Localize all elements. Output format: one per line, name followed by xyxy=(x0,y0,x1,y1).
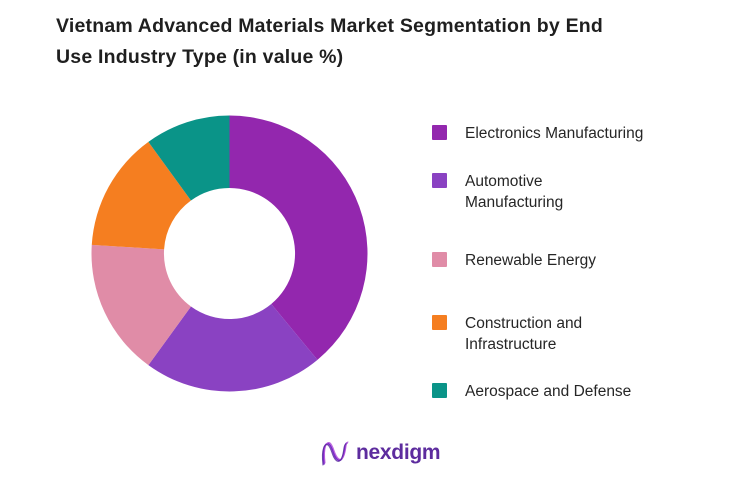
legend-label: Renewable Energy xyxy=(465,252,596,269)
legend-item-automotive-manufacturing: Automotive Manufacturing xyxy=(432,171,563,213)
legend-swatch-icon xyxy=(432,125,447,140)
donut-svg xyxy=(91,115,368,392)
legend-item-aerospace-and-defense: Aerospace and Defense xyxy=(432,381,631,402)
legend-swatch-icon xyxy=(432,252,447,267)
brand-footer: nexdigm xyxy=(319,436,441,470)
donut-segment-construction-and-infrastructure xyxy=(91,141,191,250)
legend-label: Electronics Manufacturing xyxy=(465,125,644,142)
legend-swatch-icon xyxy=(432,173,447,188)
legend-item-construction-and-infrastructure: Construction and Infrastructure xyxy=(432,313,582,355)
legend: Electronics Manufacturing Automotive Manu… xyxy=(432,0,722,478)
brand-wordmark: nexdigm xyxy=(356,441,441,464)
donut-segment-renewable-energy xyxy=(91,244,191,366)
chart-title: Vietnam Advanced Materials Market Segmen… xyxy=(56,15,604,68)
donut-segment-electronics-manufacturing xyxy=(229,115,368,360)
legend-swatch-icon xyxy=(432,315,447,330)
donut-segment-aerospace-and-defense xyxy=(148,115,230,201)
legend-item-renewable-energy: Renewable Energy xyxy=(432,250,596,271)
nexdigm-wave-n-icon xyxy=(321,441,349,466)
legend-label: Construction and Infrastructure xyxy=(465,315,583,353)
legend-label: Aerospace and Defense xyxy=(465,383,632,400)
donut-segment-automotive-manufacturing xyxy=(148,304,318,392)
legend-item-electronics-manufacturing: Electronics Manufacturing xyxy=(432,123,643,144)
legend-label: Automotive Manufacturing xyxy=(465,173,564,211)
donut-chart xyxy=(90,114,369,393)
legend-swatch-icon xyxy=(432,383,447,398)
